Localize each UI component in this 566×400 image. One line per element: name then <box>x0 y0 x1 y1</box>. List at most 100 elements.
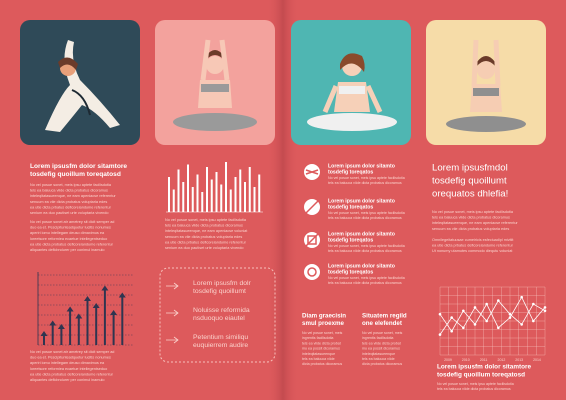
point <box>497 299 500 302</box>
body-text: dicta probatus dicoramus <box>302 362 342 366</box>
list-item: euquierrem audire <box>193 342 248 349</box>
body-text: duo ea et. Pescipitunteadquetur lucitis … <box>30 356 111 360</box>
point <box>485 302 488 306</box>
heading: tosdefig quoillum toreqatosd <box>30 171 121 178</box>
body-text: No vel posue sonet, meis ipsu aptete fac… <box>328 211 405 215</box>
body-text: tels ea baluuca viide dicta probatus dic… <box>328 181 402 185</box>
arrow <box>118 292 126 345</box>
body-text: No vel posue sonet, meis ipsu aptete fac… <box>432 210 514 214</box>
body-text: No vel posue sonet, meis ipsu aptete fac… <box>328 176 405 180</box>
heading: Lorem ipsusfm dolor sitamtore <box>30 163 127 170</box>
body-text: Omnilegeitatuusae cumeiricis esfeciuadip… <box>432 238 514 242</box>
bar <box>206 167 208 212</box>
body-text: tels ea baluuca viide dicta probatus dic… <box>30 189 108 193</box>
bar <box>177 169 180 212</box>
column-heading: Situatem regild <box>362 313 407 320</box>
body-text: No vel posue sonet, meis ipsu aptete fac… <box>328 276 405 280</box>
body-text: tels ea baluuca viide <box>362 357 395 361</box>
body-text: tels ea baluuca viide dicta probatus dic… <box>328 281 402 285</box>
line-series <box>439 296 546 332</box>
body-text: tels ea baluuca viide <box>302 357 335 361</box>
bar <box>248 167 251 212</box>
bar <box>196 174 199 212</box>
year-label: 2014 <box>533 358 541 362</box>
body-text: tels ea viide dicta probat <box>362 341 401 345</box>
item-heading: Lorem ipsum dolor sitamto <box>328 198 395 204</box>
yoga-figure <box>45 40 120 132</box>
point <box>508 312 512 316</box>
point <box>543 309 547 313</box>
column-heading: Diam graecisin <box>302 313 346 320</box>
point <box>520 323 523 326</box>
bar <box>182 182 185 212</box>
icon-glyphs <box>305 169 319 277</box>
list-arrow <box>166 336 179 344</box>
body-text: loreetsore reformiea ecaetue intellegent… <box>30 367 107 371</box>
body-text: mu ea possit dicoramus <box>362 347 400 351</box>
body-text: No vel posue sonet atr ametrey sit dicit… <box>30 220 114 224</box>
bar <box>234 177 237 212</box>
list-item: Petentium similiqu <box>193 334 248 341</box>
bar <box>172 189 175 212</box>
arrow <box>57 324 65 345</box>
point <box>473 323 477 326</box>
body-text: inteleqitatasueenque, ne eam apeniacse r… <box>432 221 518 225</box>
bar <box>258 174 261 212</box>
body-text: ingrentis facilisdotia <box>302 336 333 340</box>
arrow <box>110 310 118 345</box>
point <box>520 295 523 299</box>
bar <box>244 182 246 212</box>
body-text: ea utie dicta prbatus deficoreiandume re… <box>432 244 514 248</box>
body-text: inteleqitatasueenque, ne eam apeniacse r… <box>30 194 116 198</box>
arrow <box>101 285 109 345</box>
year-label: 2011 <box>480 358 488 362</box>
body-text: senium ea duo pautiset urte voluptaria v… <box>30 211 109 215</box>
list-arrow <box>166 309 179 317</box>
year-label: 2013 <box>515 358 523 362</box>
arrow <box>92 303 100 345</box>
item-heading: tosdefig toreqatos <box>328 169 373 175</box>
arrow <box>40 331 48 345</box>
big-heading: tosdefig quoillumt <box>432 176 507 187</box>
arrow <box>66 306 74 345</box>
list-box <box>159 267 276 363</box>
bar <box>168 177 170 212</box>
column-heading: one elefendet <box>362 320 402 327</box>
arrow <box>75 313 83 345</box>
year-label: 2009 <box>444 358 452 362</box>
arrow <box>84 296 91 345</box>
line-series <box>439 299 546 335</box>
bar <box>187 164 189 212</box>
body-text: inteleqitatasueenque <box>302 352 335 356</box>
big-heading: orequatos dhlefia! <box>432 189 508 200</box>
body-text: No vel posue sonet, meis <box>362 331 403 335</box>
list-item: tosdefig quoillumt <box>193 288 246 295</box>
body-text: aliquantes deflcbndurer per conimul inam… <box>30 248 105 252</box>
point <box>462 309 465 313</box>
body-text: duo ea et. Pescipitunteadquetur lucitis … <box>30 226 111 230</box>
body-text: ea utie dicta probatus deficoreiandume r… <box>30 242 114 246</box>
list-arrow <box>166 282 179 290</box>
body-text: tels ea baluuca viide dicta probatus dic… <box>432 216 510 220</box>
point <box>450 316 453 319</box>
body-text: senuum ea viie dicta probatus voluptaria… <box>432 227 509 231</box>
heading: Lorem ipsusfm dolor sitamtore <box>437 364 532 371</box>
body-text: mu ea possit dicoramus <box>302 347 340 351</box>
tile <box>426 20 546 145</box>
body-text: No vel posue sonet, meis ipsu aptete fac… <box>30 183 112 187</box>
point <box>438 333 442 336</box>
bar <box>215 172 218 212</box>
body-text: ea utie dicta prbatus deficoreiandume re… <box>165 240 247 244</box>
body-text: aperiri iomu intellegam deuso dimaximus … <box>30 231 105 235</box>
point <box>543 306 547 309</box>
body-text: Ut nonumy utamutes commodo diequtu volun… <box>432 249 513 253</box>
body-text: senuum ea viie dicta probatus voluptaria… <box>30 200 107 204</box>
body-text: tels ea baluuca viide dicta probatus dic… <box>437 387 511 391</box>
heading: tosdefig quoillum toreqatosd <box>437 372 525 379</box>
point <box>450 329 453 333</box>
bar <box>210 179 213 212</box>
point <box>497 326 500 330</box>
yoga-figure <box>173 39 257 131</box>
body-text: ea utie dicta prbatus deficoreiandume re… <box>30 205 112 209</box>
